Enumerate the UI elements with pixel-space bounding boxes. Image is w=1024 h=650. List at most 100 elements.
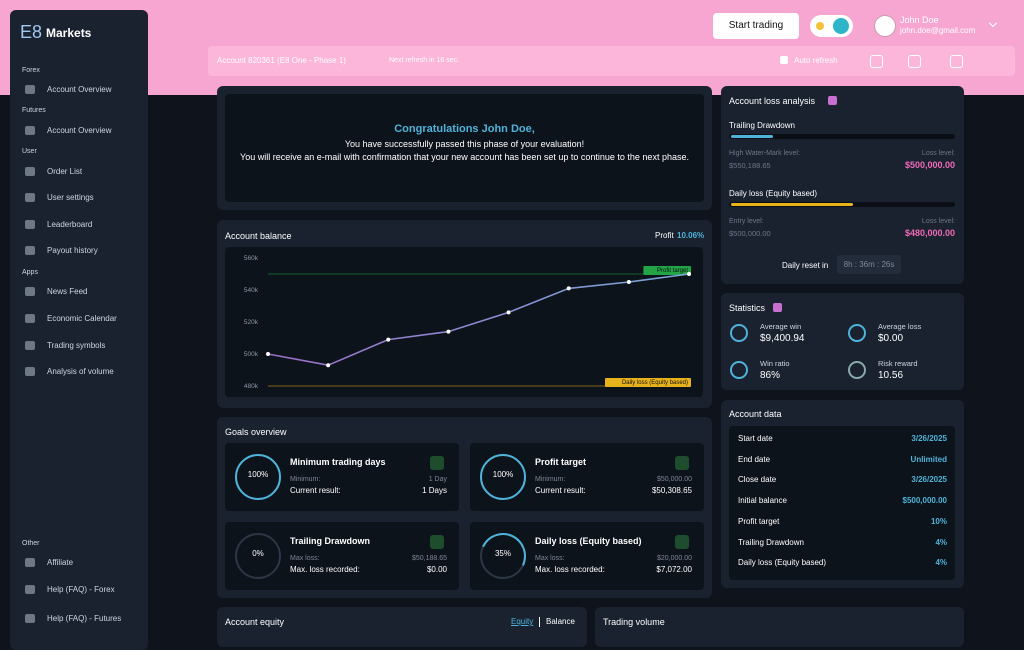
nav-icon[interactable] — [25, 287, 35, 296]
profit-value: 10.06% — [677, 231, 705, 240]
nav-item[interactable]: Economic Calendar — [47, 314, 117, 323]
stat-label: Win ratio — [760, 359, 790, 368]
goal-row1-label: Minimum: — [290, 476, 321, 483]
balance-point — [326, 363, 331, 368]
goal-check — [430, 456, 444, 470]
reset-label: Daily reset in — [782, 261, 829, 270]
row-value: 4% — [935, 558, 947, 568]
nav-item[interactable]: Analysis of volume — [47, 367, 114, 376]
nav-icon[interactable] — [25, 85, 35, 94]
refresh-countdown: Next refresh in 16 sec. — [389, 57, 460, 64]
stat-icon — [848, 324, 866, 342]
nav-icon[interactable] — [25, 367, 35, 376]
brand-name: Markets — [46, 26, 92, 40]
nav-item[interactable]: Leaderboard — [47, 220, 93, 229]
row-label: Trailing Drawdown — [738, 537, 804, 547]
chart-panel — [225, 247, 703, 397]
loss-section-title: Trailing Drawdown — [729, 121, 795, 130]
logo-mark: E8 — [20, 22, 43, 42]
nav-item[interactable]: News Feed — [47, 287, 88, 296]
congrats-card: Congratulations John Doe, You have succes… — [217, 86, 712, 210]
nav-item[interactable]: Payout history — [47, 246, 98, 255]
progress-value: 35% — [494, 549, 511, 558]
goal-check — [675, 535, 689, 549]
toolbar-icon[interactable] — [908, 55, 921, 68]
account-bar: Account 820361 (E8 One - Phase 1) Next re… — [208, 46, 1015, 76]
goal-row1-label: Minimum: — [535, 476, 566, 483]
row-value: Unlimited — [910, 454, 947, 464]
user-name[interactable]: John Doe — [900, 15, 939, 25]
nav-item[interactable]: Trading symbols — [47, 341, 106, 350]
nav-icon[interactable] — [25, 246, 35, 255]
auto-refresh-checkbox[interactable] — [780, 56, 788, 64]
loss-title: Account loss analysis — [729, 96, 816, 106]
start-trading-button[interactable]: Start trading — [713, 13, 799, 39]
nav-item[interactable]: Help (FAQ) - Futures — [47, 614, 122, 623]
goal-row2-value: 1 Days — [422, 486, 447, 495]
goal-row1-label: Max loss: — [290, 555, 320, 562]
stat-value: $0.00 — [878, 333, 904, 344]
loss-left-value: $550,188.65 — [729, 161, 771, 170]
nav-icon[interactable] — [25, 314, 35, 323]
balance-point — [506, 310, 511, 315]
profit-label: Profit — [655, 231, 674, 240]
stats-title: Statistics — [729, 303, 766, 313]
nav-icon[interactable] — [25, 167, 35, 176]
progress-ring — [235, 533, 281, 579]
goal-check — [430, 535, 444, 549]
stat-value: 10.56 — [878, 370, 904, 381]
goal-title: Trailing Drawdown — [290, 536, 371, 546]
loss-left-value: $500,000.00 — [729, 229, 771, 238]
nav-item[interactable]: Affiliate — [47, 558, 74, 567]
toolbar-icon[interactable] — [870, 55, 883, 68]
nav-icon[interactable] — [25, 341, 35, 350]
nav-icon[interactable] — [25, 220, 35, 229]
theme-toggle[interactable] — [810, 15, 853, 37]
nav-item[interactable]: User settings — [47, 193, 94, 202]
congrats-line: You have successfully passed this phase … — [344, 139, 585, 149]
loss-left-label: High Water-Mark level: — [729, 150, 800, 157]
goal-row1-value: $50,188.65 — [411, 555, 447, 562]
stat-icon — [730, 361, 748, 379]
goal-tile: 100% Minimum trading days Minimum: 1 Day Cur… — [225, 443, 459, 511]
nav-item[interactable]: Help (FAQ) - Forex — [47, 585, 115, 594]
row-label: Start date — [738, 434, 773, 443]
balance-tab[interactable]: Balance — [546, 617, 575, 626]
account-name: Account 820361 (E8 One - Phase 1) — [217, 56, 346, 65]
nav-icon[interactable] — [25, 614, 35, 623]
row-label: Close date — [738, 475, 777, 485]
loss-right-label: Loss level: — [921, 218, 955, 225]
sidebar: E8 Markets Forex Account Overview Futures Acc… — [10, 10, 148, 650]
nav-item[interactable]: Account Overview — [47, 126, 112, 135]
progress-ring — [480, 533, 526, 579]
nav-icon[interactable] — [25, 126, 35, 135]
loss-right-value: $480,000.00 — [904, 228, 955, 238]
nav-icon[interactable] — [25, 558, 35, 567]
stat-label: Average loss — [878, 322, 922, 331]
row-value: $500,000.00 — [902, 496, 948, 506]
equity-tab[interactable]: Equity — [511, 617, 534, 626]
loss-right-value: $500,000.00 — [904, 160, 955, 170]
goal-row2-value: $50,308.65 — [651, 486, 692, 495]
progress-value: 0% — [252, 549, 264, 558]
nav-icon[interactable] — [25, 585, 35, 594]
auto-refresh-label[interactable]: Auto refresh — [794, 56, 838, 65]
row-label: End date — [738, 454, 771, 464]
nav-item[interactable]: Order List — [47, 167, 83, 176]
toolbar-icon[interactable] — [950, 55, 963, 68]
goal-row2-label: Max. loss recorded: — [535, 565, 605, 574]
account-data-panel: Start date 3/26/2025 End date Unlimited Clos… — [729, 426, 955, 580]
goals-card: Goals overview 100% Minimum trading days Mi… — [217, 417, 712, 598]
nav-icon[interactable] — [25, 193, 35, 202]
section-title: User — [22, 148, 37, 155]
goal-title: Profit target — [535, 457, 587, 467]
nav-item[interactable]: Account Overview — [47, 85, 112, 94]
stat-label: Average win — [760, 322, 802, 331]
goal-tile: 35% Daily loss (Equity based) Max loss: $20… — [470, 522, 704, 590]
row-label: Initial balance — [738, 496, 787, 506]
info-icon — [773, 303, 782, 312]
goal-row1-label: Max loss: — [535, 555, 565, 562]
